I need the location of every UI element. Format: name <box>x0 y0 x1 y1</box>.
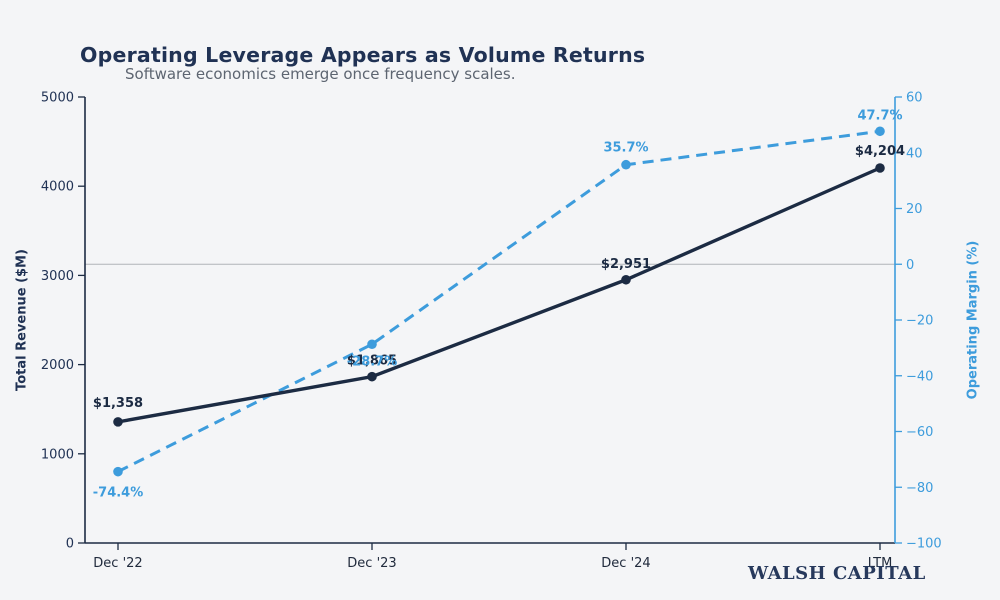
right-axis-tick-label: 0 <box>906 258 914 273</box>
brand-watermark: WALSH CAPITAL <box>748 563 926 584</box>
revenue-point <box>621 274 631 285</box>
right-axis-tick-label: −20 <box>906 314 933 329</box>
left-axis-tick-label: 0 <box>66 537 74 552</box>
margin-point-label: 35.7% <box>603 141 648 156</box>
right-axis-tick-label: 60 <box>906 91 923 106</box>
left-axis-tick-label: 4000 <box>41 180 74 195</box>
margin-point-label: -28.7% <box>347 354 398 369</box>
revenue-point-label: $1,358 <box>93 396 143 411</box>
x-axis-tick-label: Dec '24 <box>601 556 650 571</box>
x-axis-tick-label: Dec '22 <box>93 556 142 571</box>
revenue-point <box>367 371 377 382</box>
x-axis-tick-label: Dec '23 <box>347 556 396 571</box>
left-axis-tick-label: 2000 <box>41 358 74 373</box>
revenue-point <box>875 163 885 173</box>
right-axis-tick-label: 40 <box>906 146 923 161</box>
right-axis-tick-label: −100 <box>906 537 942 552</box>
revenue-point <box>113 417 123 427</box>
margin-point-label: 47.7% <box>857 108 902 123</box>
right-axis-tick-label: −40 <box>906 369 933 384</box>
left-axis-tick-label: 1000 <box>41 447 74 462</box>
right-axis-tick-label: 20 <box>906 202 923 217</box>
revenue-point-label: $1,865 <box>347 354 397 369</box>
chart-subtitle: Software economics emerge once frequency… <box>125 65 516 83</box>
revenue-line <box>117 166 881 424</box>
margin-point <box>621 159 631 170</box>
chart-title: Operating Leverage Appears as Volume Ret… <box>80 43 646 67</box>
revenue-point-label: $2,951 <box>601 257 651 272</box>
right-axis-tick-label: −60 <box>906 425 933 440</box>
margin-point <box>875 126 885 137</box>
left-axis-tick-label: 3000 <box>41 269 74 284</box>
margin-point <box>367 339 377 350</box>
left-axis-tick-label: 5000 <box>41 91 74 106</box>
margin-point-label: -74.4% <box>93 486 144 501</box>
right-axis-tick-label: −80 <box>906 481 933 496</box>
revenue-point-label: $4,204 <box>855 144 905 159</box>
margin-point <box>113 466 123 477</box>
x-axis-tick-label: LTM <box>868 556 893 571</box>
margin-line <box>117 129 881 473</box>
